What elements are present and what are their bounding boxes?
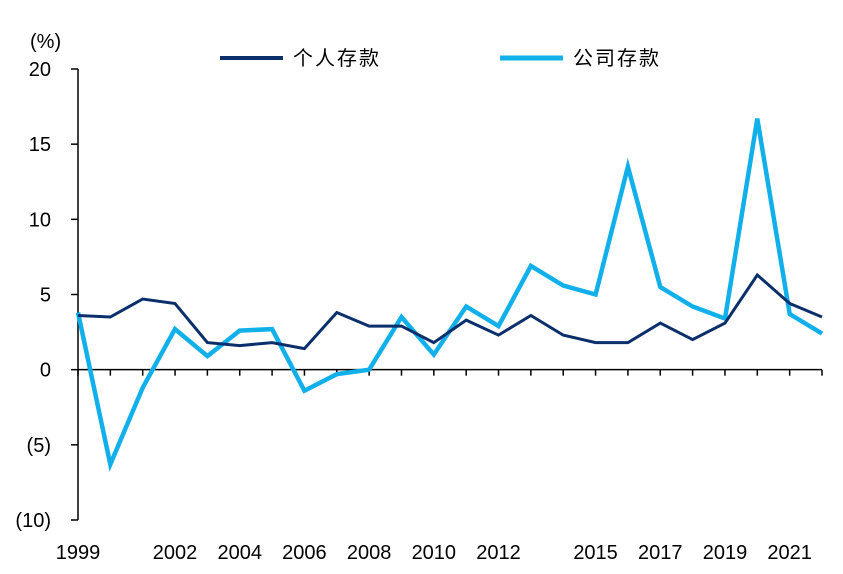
- x-axis-ticks: 1999 2002 2004 2006 2008 2010 2012 2015 2017 2019…: [56, 369, 823, 564]
- x-tick-label: 2019: [703, 542, 748, 564]
- x-tick-label: 2002: [153, 542, 198, 564]
- y-unit-label: (%): [30, 31, 61, 53]
- axes: [77, 69, 822, 520]
- y-axis-ticks: 20 15 10 5 0 (5) (10): [15, 59, 78, 532]
- x-tick-label: 2008: [347, 542, 392, 564]
- series-line-corporate-deposits: [75, 118, 824, 472]
- y-tick-label: 10: [29, 209, 51, 231]
- legend-label-personal-deposits: 个人存款: [293, 46, 381, 70]
- legend-label-corporate-deposits: 公司存款: [573, 46, 661, 70]
- x-tick-label: 2021: [767, 542, 812, 564]
- series-line-personal-deposits: [77, 272, 823, 351]
- x-tick-label: 2017: [638, 542, 683, 564]
- y-tick-label: (10): [15, 510, 51, 532]
- x-tick-label: 2006: [282, 542, 327, 564]
- legend: 个人存款 公司存款: [220, 46, 661, 70]
- series-lines: [75, 118, 824, 472]
- x-tick-label: 2004: [217, 542, 262, 564]
- y-tick-label: 20: [29, 59, 51, 81]
- x-tick-label: 1999: [56, 542, 101, 564]
- y-tick-label: 15: [29, 134, 51, 156]
- x-tick-label: 2010: [412, 542, 457, 564]
- y-tick-label: (5): [27, 435, 51, 457]
- x-tick-label: 2012: [476, 542, 521, 564]
- y-tick-label: 0: [40, 360, 51, 382]
- x-tick-label: 2015: [573, 542, 618, 564]
- y-tick-label: 5: [40, 285, 51, 307]
